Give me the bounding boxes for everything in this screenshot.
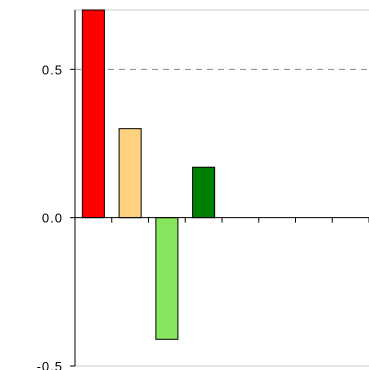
x-axis bbox=[75, 217, 369, 223]
bar-2 bbox=[155, 217, 179, 340]
bar-0 bbox=[81, 9, 105, 219]
y-tick-label-1: 0.0 bbox=[42, 211, 63, 226]
y-ticks: 0.5 0.0 -0.5 bbox=[37, 62, 75, 370]
bar-1 bbox=[118, 128, 142, 219]
y-tick-label-2: -0.5 bbox=[37, 359, 63, 370]
bars bbox=[81, 9, 216, 340]
bar-3 bbox=[192, 166, 216, 219]
y-tick-label-0: 0.5 bbox=[42, 62, 63, 77]
